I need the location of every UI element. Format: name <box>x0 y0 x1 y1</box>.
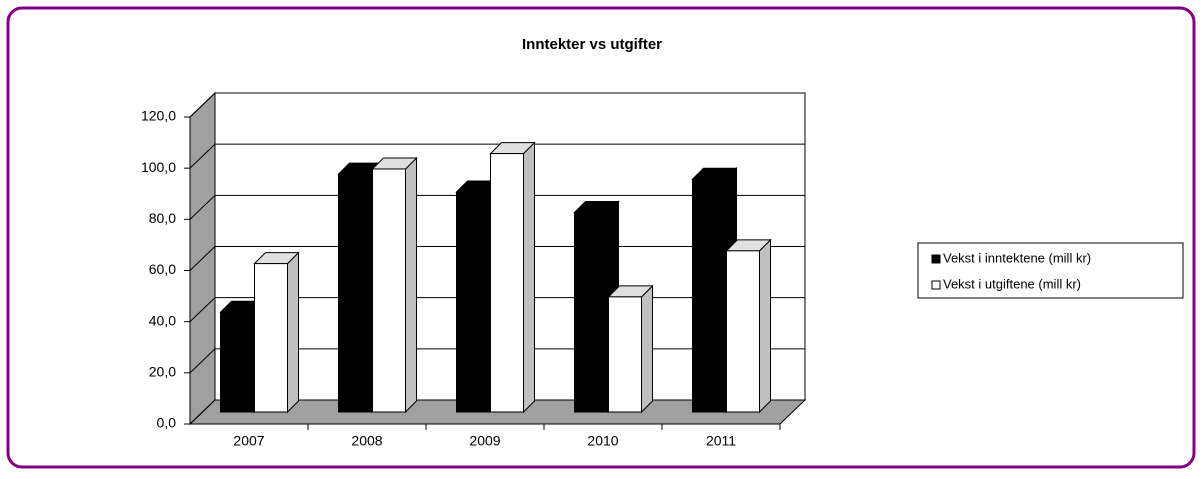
bar-side <box>759 238 771 414</box>
bar <box>574 211 608 413</box>
bar <box>338 173 372 413</box>
bar <box>372 168 406 413</box>
y-tick-label: 80,0 <box>149 210 176 226</box>
grid-line <box>189 92 216 118</box>
bar <box>220 311 254 413</box>
y-tick-label: 60,0 <box>149 261 176 277</box>
bar <box>692 178 726 413</box>
chart-title: Inntekter vs utgifter <box>522 36 662 53</box>
grid-line <box>189 399 216 425</box>
grid-line <box>189 297 216 323</box>
bar <box>608 296 642 413</box>
x-tick-label: 2008 <box>351 433 382 449</box>
bar <box>456 191 490 413</box>
y-tick-label: 120,0 <box>141 108 176 124</box>
bar <box>726 250 760 413</box>
grid-line <box>189 143 216 169</box>
grid-line <box>189 246 216 271</box>
legend-label: Vekst i utgiftene (mill kr) <box>943 276 1081 291</box>
y-tick-label: 100,0 <box>141 159 176 175</box>
legend-swatch <box>931 254 941 264</box>
grid-line <box>189 348 216 374</box>
bar-side <box>523 141 535 414</box>
x-tick-label: 2011 <box>706 433 736 449</box>
legend-swatch <box>931 280 941 290</box>
x-tick-label: 2009 <box>469 433 500 449</box>
y-tick-label: 0,0 <box>157 415 177 431</box>
grid-line <box>189 194 216 220</box>
bar <box>254 263 288 413</box>
y-tick-label: 40,0 <box>149 312 176 328</box>
x-tick-label: 2010 <box>587 433 618 449</box>
x-tick-label: 2007 <box>233 433 264 449</box>
legend-label: Vekst i inntektene (mill kr) <box>943 250 1091 265</box>
bar-side <box>641 284 653 414</box>
bar-side <box>405 156 417 414</box>
bar <box>490 153 524 413</box>
y-tick-label: 20,0 <box>149 364 176 380</box>
legend-box <box>917 242 1184 299</box>
bar-side <box>287 251 299 414</box>
